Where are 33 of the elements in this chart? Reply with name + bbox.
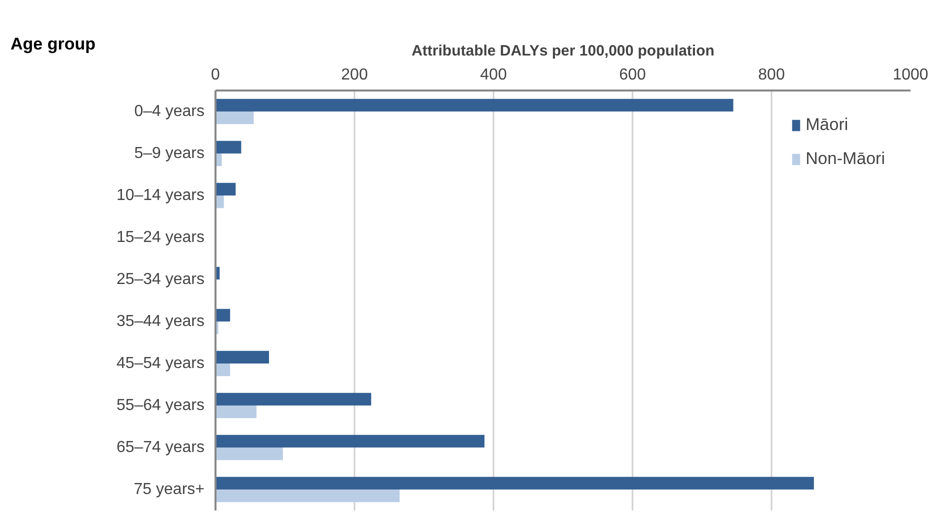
x-tick-label: 0: [211, 66, 220, 84]
x-axis-title: Attributable DALYs per 100,000 population: [412, 42, 714, 60]
bar: [216, 476, 814, 490]
bar: [216, 392, 372, 406]
y-tick-label: 65–74 years: [116, 439, 204, 456]
y-tick-label: 45–54 years: [116, 355, 204, 372]
bar: [216, 308, 230, 322]
bar: [216, 98, 734, 112]
x-tick-label: 200: [341, 66, 368, 84]
legend-label: Māori: [806, 115, 848, 135]
bar: [216, 434, 484, 448]
y-tick-label: 15–24 years: [116, 229, 204, 246]
bar: [216, 406, 257, 418]
bar: [216, 112, 254, 124]
y-tick-label: 5–9 years: [134, 145, 204, 162]
x-tick-label: 600: [619, 66, 646, 84]
x-tick-label: 400: [480, 66, 507, 84]
bar: [216, 350, 270, 364]
x-tick-label: 1000: [892, 66, 928, 84]
x-tick-label: 800: [758, 66, 785, 84]
bar: [216, 448, 283, 460]
legend-label: Non-Māori: [806, 149, 885, 169]
y-tick-label: 10–14 years: [116, 187, 204, 204]
bar: [216, 364, 230, 376]
bar: [216, 182, 236, 196]
y-tick-label: 35–44 years: [116, 313, 204, 330]
bar: [216, 490, 400, 502]
bar: [216, 140, 242, 154]
y-tick-label: 0–4 years: [134, 103, 204, 120]
y-tick-label: 25–34 years: [116, 271, 204, 288]
y-tick-label: 75 years+: [134, 481, 205, 498]
y-tick-label: 55–64 years: [116, 397, 204, 414]
y-axis-title: Age group: [10, 34, 96, 54]
